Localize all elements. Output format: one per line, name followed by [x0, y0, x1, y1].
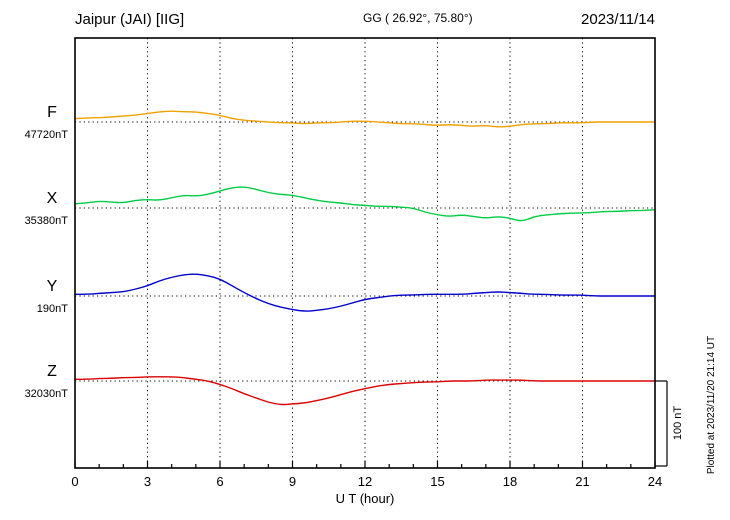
- trace-F: [74, 110, 656, 128]
- series-labels: F 47720nT X 35380nT Y 190nT Z 32030nT: [25, 104, 69, 400]
- x-tick-label: 18: [503, 474, 517, 489]
- trace-Z: [74, 376, 656, 406]
- x-tick-label: 3: [144, 474, 151, 489]
- series-label-Z: Z: [47, 363, 57, 380]
- baseline-value-Z: 32030nT: [25, 388, 69, 400]
- traces: [74, 110, 656, 406]
- trace-Y: [74, 273, 656, 312]
- x-tick-label: 0: [71, 474, 78, 489]
- plotted-at-note: Plotted at 2023/11/20 21:14 UT: [706, 336, 717, 474]
- series-label-X: X: [47, 190, 58, 207]
- station-title: Jaipur (JAI) [IIG]: [75, 11, 184, 28]
- series-label-Y: Y: [47, 278, 58, 295]
- series-label-F: F: [47, 104, 57, 121]
- x-tick-label: 9: [289, 474, 296, 489]
- x-tick-label: 6: [216, 474, 223, 489]
- gridlines: [147, 38, 583, 468]
- x-tick-label: 15: [430, 474, 444, 489]
- x-axis-label: U T (hour): [336, 491, 395, 506]
- baseline-value-X: 35380nT: [25, 215, 69, 227]
- scale-bar-label: 100 nT: [672, 406, 684, 441]
- scale-bar: [655, 380, 668, 467]
- x-tick-label: 21: [575, 474, 589, 489]
- axis-ticks: 0 3 6 9 12 15 18 21 24: [71, 461, 662, 489]
- baseline-value-F: 47720nT: [25, 129, 69, 141]
- geo-coordinates: GG ( 26.92°, 75.80°): [363, 11, 473, 25]
- plot-date: 2023/11/14: [581, 11, 655, 28]
- plot-frame: [74, 37, 656, 469]
- trace-X: [74, 186, 656, 222]
- baseline-value-Y: 190nT: [37, 303, 68, 315]
- x-tick-label: 24: [648, 474, 662, 489]
- x-tick-label: 12: [358, 474, 372, 489]
